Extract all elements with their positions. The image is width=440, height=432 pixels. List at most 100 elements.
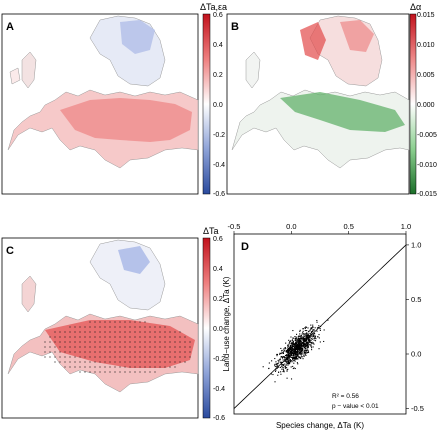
scatter-point bbox=[294, 360, 296, 362]
scatter-point bbox=[273, 364, 276, 366]
scatter-point bbox=[303, 338, 305, 340]
scatter-point bbox=[306, 344, 309, 346]
stipple-dot bbox=[74, 326, 76, 328]
scatter-point bbox=[292, 347, 294, 349]
stipple-dot bbox=[134, 371, 136, 373]
stipple-dot bbox=[54, 346, 56, 348]
stipple-dot bbox=[119, 361, 121, 363]
colorbar-a-ticks: 0.6 0.4 0.2 0.0 -0.2 -0.4 -0.6 bbox=[213, 12, 225, 198]
scatter-point bbox=[291, 361, 293, 363]
scatter-point bbox=[296, 341, 298, 343]
scatter-point bbox=[298, 349, 300, 351]
scatter-point bbox=[299, 342, 301, 344]
scatter-point bbox=[303, 346, 305, 349]
stipple-dot bbox=[99, 371, 101, 373]
stipple-dot bbox=[104, 341, 106, 343]
scatter-point bbox=[281, 350, 283, 352]
stipple-dot bbox=[164, 341, 166, 343]
stipple-dot bbox=[89, 346, 91, 348]
scatter-point bbox=[296, 353, 299, 355]
stipple-dot bbox=[94, 321, 96, 323]
y-tick-label: 0.5 bbox=[411, 295, 421, 304]
scatter-point bbox=[293, 349, 295, 351]
scatter-point bbox=[304, 329, 306, 332]
scatter-point bbox=[283, 355, 285, 358]
stipple-dot bbox=[109, 336, 111, 338]
stipple-dot bbox=[99, 356, 101, 358]
stipple-dot bbox=[94, 371, 96, 373]
scatter-point bbox=[289, 351, 291, 353]
scatter-point bbox=[316, 327, 318, 329]
scatter-point bbox=[318, 348, 320, 350]
stipple-dot bbox=[109, 331, 111, 333]
scatter-point bbox=[294, 355, 296, 357]
scatter-point bbox=[296, 343, 298, 345]
stipple-dot bbox=[94, 356, 96, 358]
scatter-point bbox=[298, 356, 300, 358]
stipple-dot bbox=[89, 326, 91, 328]
scatter-point bbox=[303, 339, 305, 341]
scatter-point bbox=[316, 321, 318, 323]
scatter-point bbox=[277, 359, 279, 361]
scatter-point bbox=[290, 342, 292, 344]
scatter-point bbox=[290, 351, 292, 353]
scatter-point bbox=[300, 356, 302, 358]
scatter-point bbox=[276, 366, 278, 368]
scatter-point bbox=[305, 338, 308, 340]
scatter-point bbox=[312, 333, 314, 335]
stipple-dot bbox=[109, 351, 111, 353]
scatter-point bbox=[289, 361, 291, 363]
stipple-dot bbox=[79, 366, 81, 368]
stipple-dot bbox=[114, 336, 116, 338]
scatter-point bbox=[300, 354, 302, 356]
scatter-point bbox=[300, 335, 302, 337]
scatter-point bbox=[315, 338, 317, 340]
stipple-dot bbox=[114, 341, 116, 343]
scatter-point bbox=[276, 367, 278, 369]
stipple-dot bbox=[79, 326, 81, 328]
stipple-dot bbox=[164, 356, 166, 358]
stipple-dot bbox=[64, 356, 66, 358]
stipple-dot bbox=[74, 341, 76, 343]
scatter-point bbox=[297, 340, 299, 342]
scatter-point bbox=[312, 329, 314, 331]
scatter-point bbox=[288, 360, 290, 362]
scatter-point bbox=[304, 347, 306, 349]
scatter-point bbox=[288, 361, 290, 363]
scatter-point bbox=[292, 329, 294, 332]
stipple-dot bbox=[124, 336, 126, 338]
stipple-dot bbox=[124, 361, 126, 363]
scatter-point bbox=[304, 353, 307, 355]
scatter-point bbox=[305, 354, 307, 356]
stipple-dot bbox=[129, 341, 131, 343]
scatter-point bbox=[291, 339, 293, 341]
scatter-point bbox=[296, 340, 298, 342]
scatter-point bbox=[293, 357, 295, 360]
scatter-point bbox=[294, 348, 297, 350]
scatter-point bbox=[306, 345, 308, 347]
stipple-dot bbox=[169, 351, 171, 353]
scatter-point bbox=[292, 365, 294, 367]
significance-stipple bbox=[44, 321, 191, 373]
scatter-point bbox=[291, 354, 293, 356]
scatter-point bbox=[287, 353, 289, 355]
scatter-point bbox=[306, 349, 308, 351]
stipple-dot bbox=[84, 361, 86, 363]
scatter-point bbox=[305, 337, 307, 339]
scatter-point bbox=[288, 339, 290, 341]
scatter-point bbox=[309, 329, 311, 331]
stipple-dot bbox=[74, 356, 76, 358]
scatter-point bbox=[299, 336, 301, 338]
scatter-point bbox=[302, 338, 304, 340]
scatter-point bbox=[285, 360, 287, 362]
x-tick-label: -0.5 bbox=[228, 222, 241, 231]
stipple-dot bbox=[44, 356, 46, 358]
stipple-dot bbox=[69, 356, 71, 358]
colorbar-b bbox=[409, 13, 417, 195]
scatter-point bbox=[292, 354, 295, 357]
scatter-point bbox=[286, 361, 288, 363]
stipple-dot bbox=[74, 331, 76, 333]
stipple-dot bbox=[124, 346, 126, 348]
stipple-dot bbox=[59, 346, 61, 348]
